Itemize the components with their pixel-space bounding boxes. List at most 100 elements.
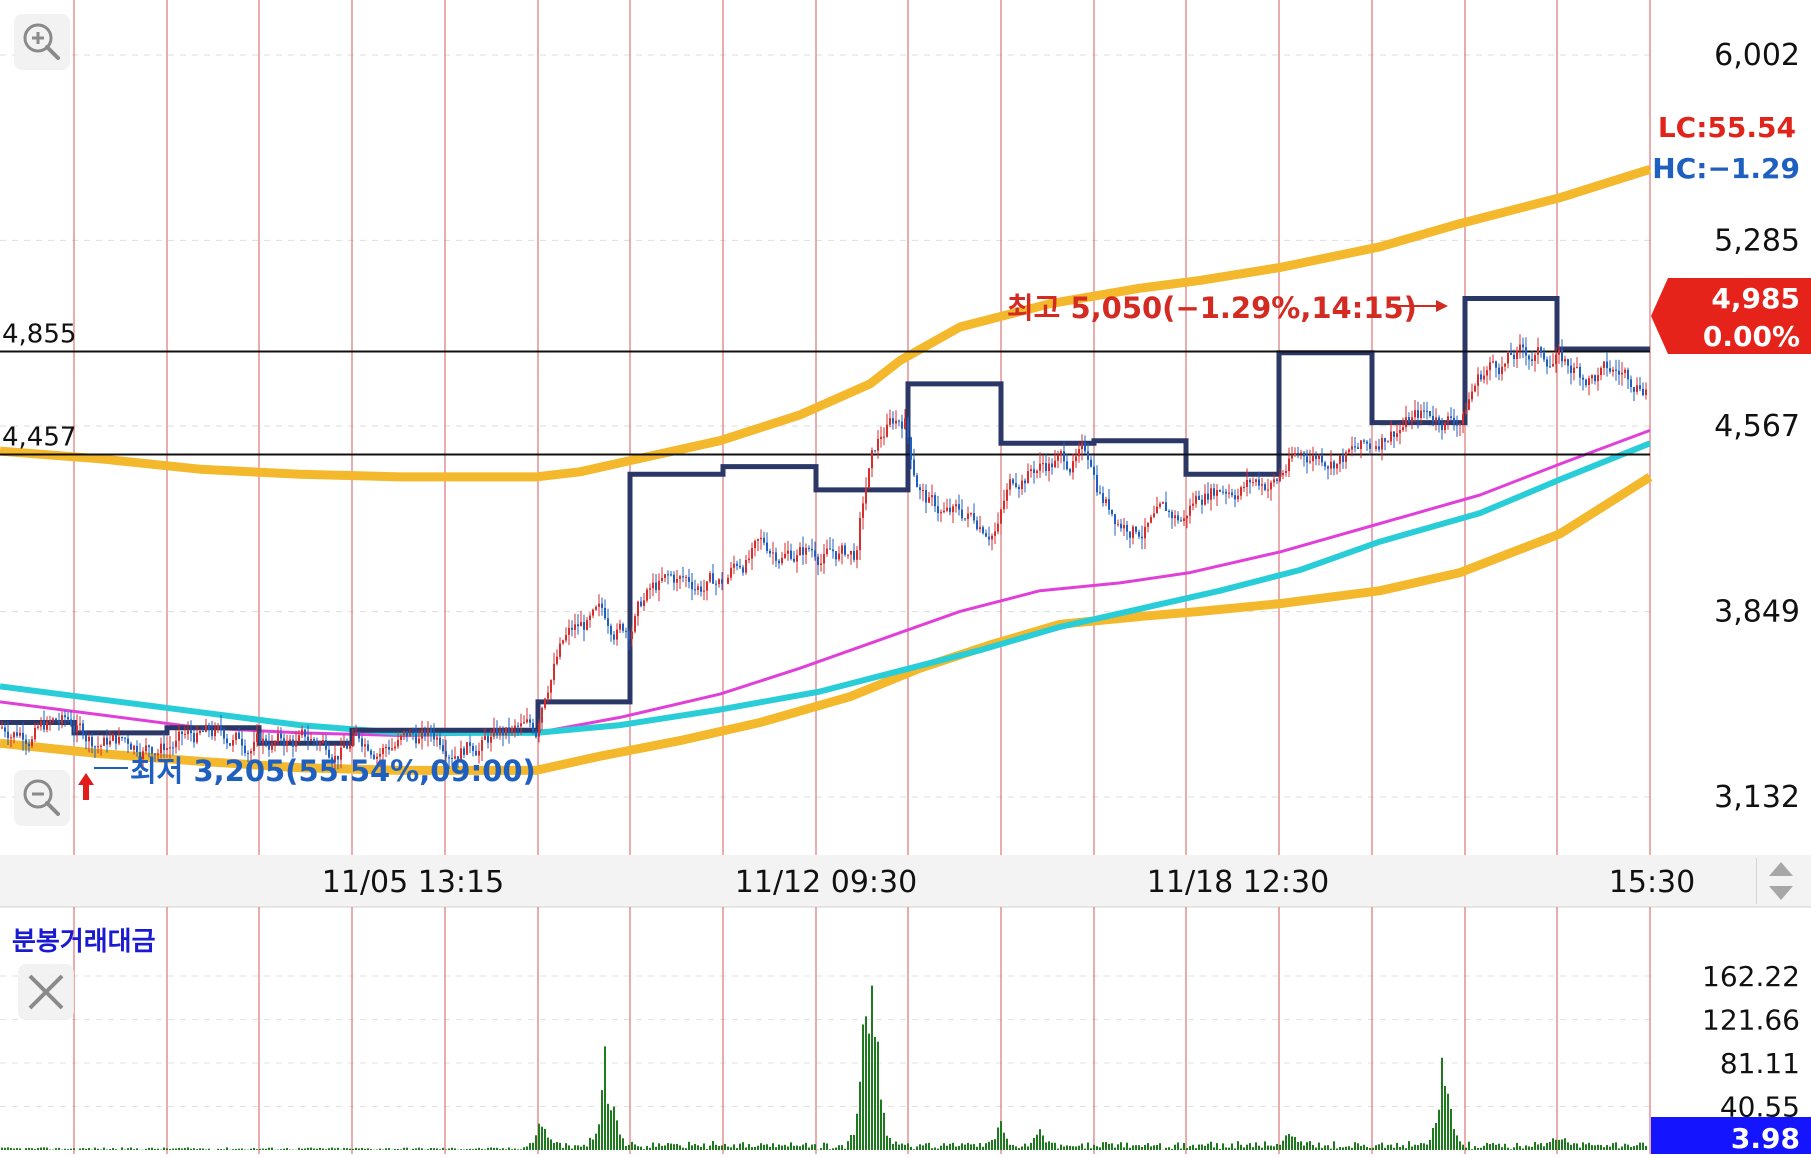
candle-body	[217, 725, 219, 729]
candle-body	[1222, 492, 1224, 493]
volume-bar	[136, 1148, 138, 1150]
volume-bar	[805, 1143, 807, 1150]
volume-bar	[472, 1149, 474, 1150]
volume-bar	[1105, 1142, 1107, 1150]
candle-body	[1474, 386, 1476, 392]
volume-bar	[370, 1149, 372, 1150]
candle-body	[769, 551, 771, 553]
volume-bar	[40, 1148, 42, 1151]
volume-bar	[205, 1150, 207, 1151]
candle-body	[811, 549, 813, 550]
candle-body	[352, 736, 354, 745]
candle-body	[1369, 444, 1371, 449]
volume-bar	[1210, 1142, 1212, 1150]
candle-body	[823, 554, 825, 564]
volume-bar	[1207, 1144, 1209, 1150]
candle-body	[730, 568, 732, 578]
volume-bar	[1186, 1148, 1188, 1150]
candle-body	[583, 622, 585, 630]
volume-bar	[1126, 1143, 1128, 1150]
volume-bar	[1219, 1149, 1221, 1150]
volume-bar	[952, 1143, 954, 1150]
volume-bar	[949, 1144, 951, 1150]
volume-bar	[1021, 1147, 1023, 1151]
close-indicator-button[interactable]	[18, 964, 74, 1020]
zoom-out-button[interactable]	[14, 770, 70, 826]
volume-bar	[67, 1149, 69, 1150]
volume-bar	[421, 1148, 423, 1150]
candle-body	[79, 724, 81, 726]
candle-body	[415, 734, 417, 744]
candle-body	[1438, 418, 1440, 424]
volume-bar	[994, 1139, 996, 1150]
candle-body	[937, 506, 939, 513]
volume-bar	[1090, 1148, 1092, 1150]
volume-bar	[1426, 1145, 1428, 1150]
up-down-arrows-icon	[1757, 858, 1805, 904]
volume-bar	[535, 1135, 537, 1150]
candle-body	[1330, 462, 1332, 469]
volume-bar	[661, 1146, 663, 1150]
volume-bar	[1627, 1145, 1629, 1150]
candle-body	[28, 744, 30, 746]
volume-bar	[1066, 1145, 1068, 1150]
candle-body	[790, 551, 792, 559]
volume-bar	[79, 1149, 81, 1151]
volume-bar	[754, 1147, 756, 1150]
volume-bar	[991, 1140, 993, 1150]
candle-body	[496, 728, 498, 735]
candle-body	[1507, 353, 1509, 364]
candle-body	[1384, 438, 1386, 442]
candle-body	[712, 573, 714, 584]
zoom-in-button[interactable]	[14, 14, 70, 70]
candle-body	[1123, 525, 1125, 528]
candle-body	[112, 735, 114, 741]
volume-bar	[772, 1143, 774, 1150]
candle-body	[1261, 484, 1263, 486]
candle-body	[1594, 375, 1596, 381]
candle-body	[538, 723, 540, 737]
volume-bar	[442, 1148, 444, 1150]
candle-body	[1072, 461, 1074, 472]
candle-body	[238, 733, 240, 739]
volume-bar	[544, 1129, 546, 1150]
volume-bar	[1510, 1149, 1512, 1150]
volume-bar	[1546, 1143, 1548, 1150]
candle-body	[67, 717, 69, 719]
candle-body	[37, 727, 39, 728]
candle-body	[355, 733, 357, 736]
volume-bar	[316, 1149, 318, 1150]
candle-body	[1504, 364, 1506, 367]
volume-bar	[220, 1149, 222, 1150]
candle-body	[1591, 375, 1593, 378]
volume-bar	[1636, 1145, 1638, 1150]
volume-bar	[847, 1141, 849, 1150]
candle-body	[697, 587, 699, 591]
axis-scroll-toggle[interactable]	[1756, 858, 1805, 904]
volume-bar	[850, 1135, 852, 1150]
candle-body	[424, 730, 426, 736]
volume-bar	[865, 1016, 867, 1150]
candle-body	[409, 733, 411, 737]
volume-bar	[97, 1149, 99, 1150]
volume-bar	[907, 1143, 909, 1150]
candle-body	[1021, 481, 1023, 489]
candle-body	[1636, 385, 1638, 392]
candle-body	[145, 745, 147, 751]
volume-bar	[55, 1148, 57, 1150]
candle-body	[1414, 410, 1416, 417]
volume-axis-label: 121.66	[1702, 1004, 1800, 1037]
time-axis-label: 11/05 13:15	[322, 865, 504, 900]
candle-body	[526, 719, 528, 722]
candle-body	[658, 581, 660, 590]
volume-bar	[349, 1149, 351, 1150]
volume-bar	[727, 1147, 729, 1150]
candle-body	[745, 560, 747, 573]
volume-bar	[592, 1140, 594, 1151]
volume-bar	[751, 1147, 753, 1150]
candle-body	[775, 552, 777, 560]
volume-panel-title: 분봉거래대금	[12, 927, 156, 957]
candle-body	[133, 746, 135, 750]
